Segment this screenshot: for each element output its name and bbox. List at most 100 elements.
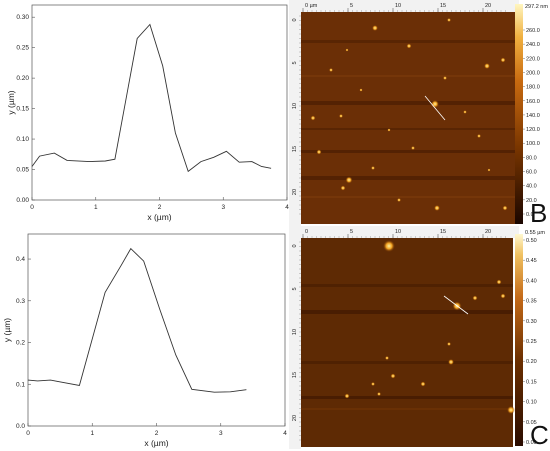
particle xyxy=(390,373,396,379)
ruler-label: 10 xyxy=(395,229,401,235)
colorbar-tick-label: 0.25 xyxy=(526,339,537,345)
particle xyxy=(434,205,440,211)
particle xyxy=(431,100,439,108)
particle xyxy=(472,295,478,301)
x-tick-label: 4 xyxy=(283,430,287,437)
plot-frame xyxy=(27,233,286,427)
particle xyxy=(397,198,401,202)
y-tick-label: 0.00 xyxy=(16,197,29,204)
y-tick-label: 0.4 xyxy=(16,256,25,263)
profile-chart-top: 0 1 2 3 4 0.00 0.05 0.10 0.15 0.20 0.25 0.30 x (µm) y… xyxy=(6,4,289,222)
ruler-label: 20 xyxy=(485,3,491,9)
y-axis-label: y (µm) xyxy=(6,90,16,114)
particle xyxy=(502,205,508,211)
panel-label-c: C xyxy=(530,420,549,450)
ruler-label: 10 xyxy=(395,3,401,9)
y-tick-label: 0.20 xyxy=(16,75,29,82)
colorbar-tick-label: 140.0 xyxy=(526,113,540,119)
x-tick-label: 1 xyxy=(94,204,98,211)
x-tick-label: 0 xyxy=(30,204,34,211)
x-axis-label: x (µm) xyxy=(144,438,168,448)
scan-streaks-b xyxy=(301,40,519,198)
afm-scan-c: 0 5 10 15 20 0 5 10 15 20 0.55 µm 0.50 0.45 0.40 0.35… xyxy=(289,226,545,449)
particle xyxy=(507,406,515,414)
colorbar-tick-label: 0.50 xyxy=(526,238,537,244)
particle xyxy=(463,110,467,114)
x-tick-label: 1 xyxy=(90,430,94,437)
colorbar-tick-label: 0.0 xyxy=(526,212,534,218)
profile-line-c xyxy=(443,295,469,315)
particle xyxy=(383,240,395,252)
colorbar-tick-label: 160.0 xyxy=(526,99,540,105)
ruler-label: 10 xyxy=(292,103,298,109)
particle xyxy=(345,176,353,184)
y-tick-label: 0.3 xyxy=(16,298,25,305)
y-tick-label: 0.05 xyxy=(16,167,29,174)
x-tick-label: 4 xyxy=(285,204,289,211)
profile-line-b xyxy=(424,95,446,121)
colorbar-tick-label: 20.0 xyxy=(526,198,537,204)
ruler-label: 0 µm xyxy=(305,3,318,9)
colorbar-tick-label: 0.35 xyxy=(526,299,537,305)
colorbar-tick-label: 0.40 xyxy=(526,278,537,284)
particle xyxy=(372,25,378,31)
particle xyxy=(345,48,349,52)
colorbar-tick-label: 40.0 xyxy=(526,184,537,190)
profile-chart-bottom: 0 1 2 3 4 0.0 0.1 0.2 0.3 0.4 x (µm) y (µm) xyxy=(2,233,287,448)
colorbar-c xyxy=(515,234,523,446)
colorbar-tick-label: 0.20 xyxy=(526,359,537,365)
ruler-label: 5 xyxy=(350,3,353,9)
ruler-label: 20 xyxy=(292,189,298,195)
colorbar-tick-label: 240.0 xyxy=(526,42,540,48)
ruler-label: 0 xyxy=(292,18,298,21)
particle xyxy=(371,166,375,170)
colorbar-tick-label: 180.0 xyxy=(526,85,540,91)
x-tick-label: 2 xyxy=(155,430,159,437)
particle xyxy=(443,76,447,80)
x-tick-label: 3 xyxy=(219,430,223,437)
x-axis-label: x (µm) xyxy=(147,212,171,222)
particle xyxy=(387,128,391,132)
ruler-label: 0 xyxy=(305,229,308,235)
ruler-label: 5 xyxy=(350,229,353,235)
x-tick-label: 3 xyxy=(221,204,225,211)
profile-series-line xyxy=(31,23,272,173)
particle xyxy=(406,43,412,49)
colorbar-tick-label: 220.0 xyxy=(526,56,540,62)
afm-scan-b: 0 µm 5 10 15 20 0 5 10 15 20 297.2 nm 260.0 240.0 22… xyxy=(289,0,548,226)
colorbar-tick-label: 120.0 xyxy=(526,127,540,133)
particle xyxy=(329,68,333,72)
particle xyxy=(420,381,426,387)
y-tick-label: 0.15 xyxy=(16,106,29,113)
colorbar-tick-label: 0.10 xyxy=(526,400,537,406)
ruler-label: 10 xyxy=(292,329,298,335)
particle xyxy=(340,185,346,191)
y-tick-label: 0.10 xyxy=(16,136,29,143)
y-tick-label: 0.1 xyxy=(16,381,25,388)
particle xyxy=(496,279,502,285)
plot-frame xyxy=(31,4,288,201)
particle xyxy=(447,18,451,22)
y-tick-label: 0.0 xyxy=(16,423,25,430)
ruler-label: 20 xyxy=(292,415,298,421)
colorbar-tick-label: 0.30 xyxy=(526,319,537,325)
ruler-label: 15 xyxy=(292,372,298,378)
ruler-label: 15 xyxy=(440,3,446,9)
colorbar-tick-label: 0.15 xyxy=(526,379,537,385)
particle xyxy=(310,115,316,121)
ruler-label: 15 xyxy=(440,229,446,235)
particle xyxy=(359,88,363,92)
ruler-label: 0 xyxy=(292,244,298,247)
panel-label-b: B xyxy=(530,198,548,228)
colorbar-tick-label: 60.0 xyxy=(526,170,537,176)
colorbar-tick-label: 0.45 xyxy=(526,258,537,264)
ruler-label: 5 xyxy=(292,287,298,290)
colorbar-max-label: 297.2 nm xyxy=(525,4,548,10)
ruler-label: 15 xyxy=(292,146,298,152)
colorbar-tick-label: 80.0 xyxy=(526,155,537,161)
y-tick-label: 0.25 xyxy=(16,45,29,52)
ruler-label: 5 xyxy=(292,61,298,64)
ruler-label: 20 xyxy=(485,229,491,235)
colorbar-tick-label: 200.0 xyxy=(526,70,540,76)
colorbar-tick-label: 0.00 xyxy=(526,440,537,446)
